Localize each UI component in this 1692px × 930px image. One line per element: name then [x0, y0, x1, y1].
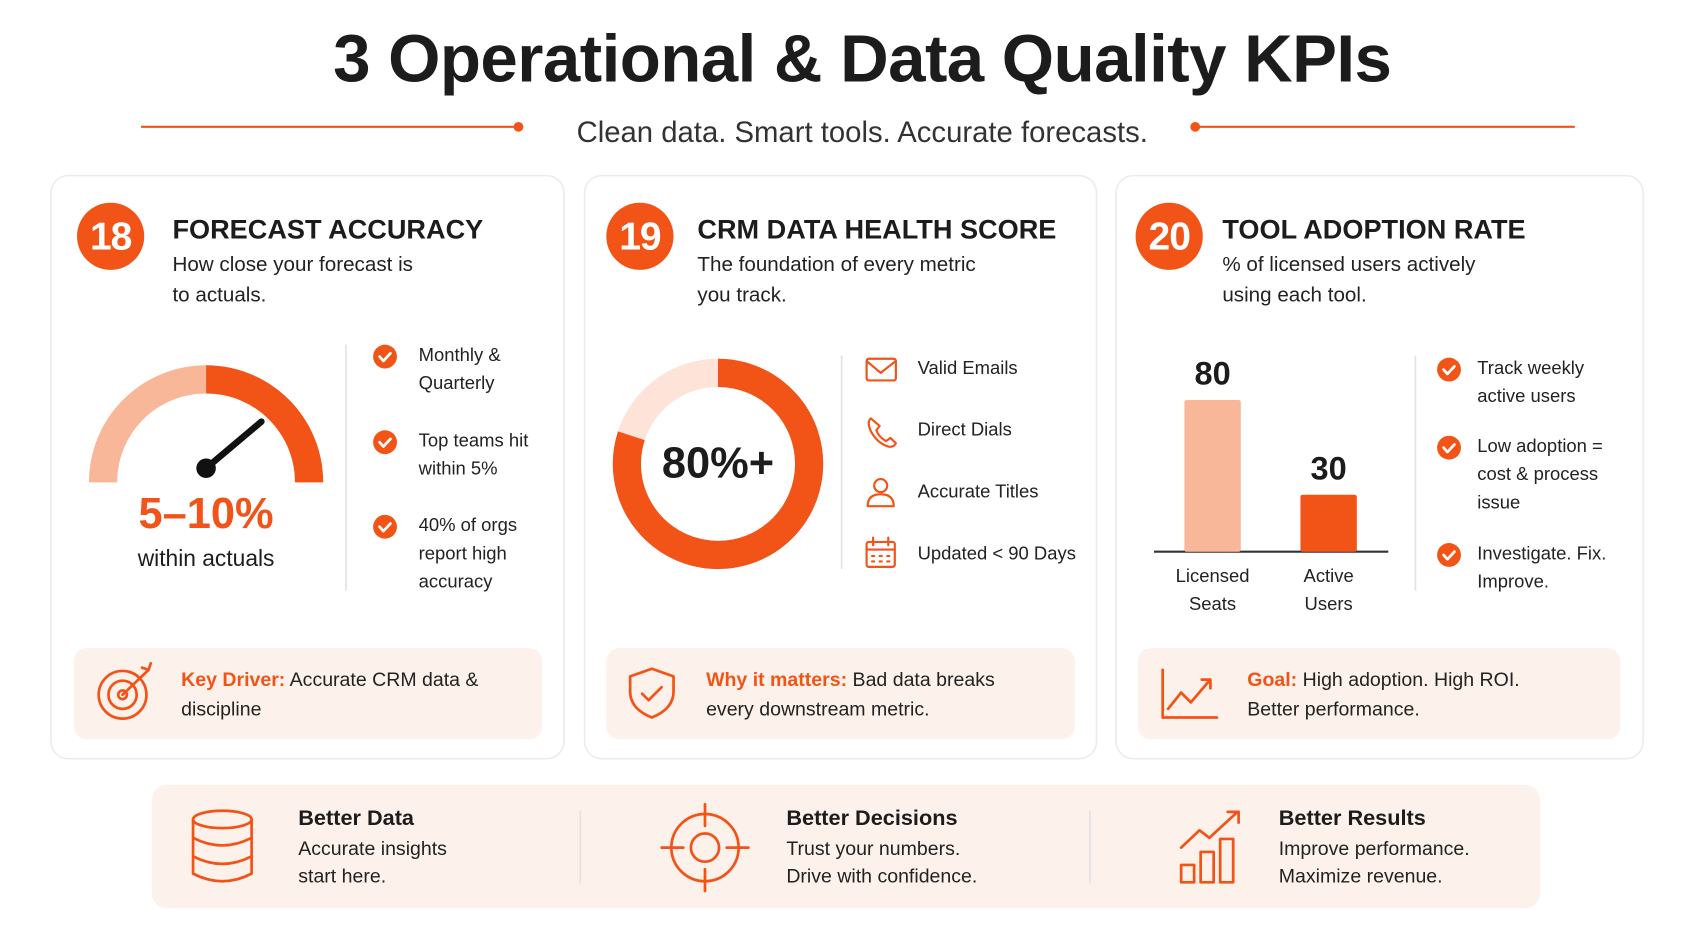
dot [1190, 121, 1201, 132]
card-title: FORECAST ACCURACY [172, 214, 484, 245]
point: Low adoption = cost & process issue [1477, 435, 1603, 513]
footer-title: Better Data [298, 806, 414, 831]
point: Valid Emails [917, 357, 1018, 379]
donut-arc [612, 358, 824, 570]
bar [1300, 494, 1357, 552]
check-icon [373, 514, 397, 539]
point: Accurate Titles [917, 481, 1039, 502]
bar [1184, 399, 1241, 552]
email-icon [865, 357, 897, 382]
footer-text: Accurate insights start here. [298, 837, 447, 887]
gauge-high [206, 365, 324, 483]
callout-label: Why it matters: [706, 668, 848, 691]
callout-text: Accurate CRM data & discipline [181, 668, 479, 720]
dot [513, 121, 524, 132]
card-description: % of licensed users actively using each … [1222, 253, 1476, 307]
check-mark [378, 522, 392, 533]
badge: 20 [1135, 202, 1203, 270]
donut-label: 80%+ [662, 440, 774, 488]
card-title: TOOL ADOPTION RATE [1222, 214, 1526, 245]
callout: Goal: High adoption. High ROI. Better pe… [1247, 666, 1551, 725]
check-mark [378, 351, 392, 363]
subtitle: Clean data. Smart tools. Accurate foreca… [576, 115, 1148, 149]
badge: 19 [606, 202, 674, 270]
point: Direct Dials [917, 419, 1012, 441]
bar-value-label: 30 [1311, 451, 1347, 487]
point: Top teams hit within 5% [418, 430, 529, 480]
callout-text: High adoption. High ROI. Better performa… [1247, 668, 1520, 720]
point: Monthly & Quarterly [418, 344, 501, 394]
metric-caption: within actuals [137, 546, 275, 572]
database-icon [191, 809, 253, 883]
results-icon [1179, 810, 1240, 884]
point: 40% of orgs report high accuracy [418, 514, 518, 592]
footer-text: Trust your numbers. Drive with confidenc… [786, 837, 978, 887]
callout-box [606, 648, 1075, 740]
point: Track weekly active users [1477, 357, 1585, 407]
check-mark [1442, 550, 1456, 561]
callout-box [1137, 648, 1621, 740]
category-label: Licensed Seats [1175, 565, 1250, 615]
check-icon [1437, 435, 1461, 460]
badge: 18 [77, 202, 145, 270]
card [1115, 174, 1644, 760]
bar-value-label: 80 [1194, 356, 1230, 392]
person-icon [866, 477, 895, 508]
check-mark [378, 437, 392, 448]
card-title: CRM DATA HEALTH SCORE [697, 214, 1057, 245]
callout: Key Driver: Accurate CRM data & discipli… [181, 666, 506, 725]
crosshair-icon [660, 802, 750, 893]
card-description: The foundation of every metric you track… [697, 253, 976, 307]
callout-text: Bad data breaks every downstream metric. [706, 668, 995, 720]
point: Investigate. Fix. Improve. [1477, 543, 1607, 592]
card-description: How close your forecast is to actuals. [172, 253, 413, 307]
callout-box [73, 648, 543, 740]
card [583, 174, 1098, 760]
footer-title: Better Decisions [786, 806, 958, 831]
shield-icon [628, 667, 675, 719]
needle-hub [196, 458, 216, 478]
gauge-low [88, 365, 207, 483]
check-icon [373, 430, 397, 455]
point: Updated < 90 Days [917, 543, 1076, 564]
check-mark [1442, 443, 1456, 454]
check-icon [1437, 543, 1461, 567]
phone-icon [867, 417, 897, 448]
check-icon [373, 344, 397, 369]
metric: 5–10% [138, 489, 274, 538]
footer-title: Better Results [1278, 806, 1426, 831]
title: 3 Operational & Data Quality KPIs [333, 21, 1392, 97]
target-icon [97, 661, 153, 720]
check-icon [1437, 357, 1461, 382]
callout-label: Goal: [1247, 668, 1298, 691]
growth-icon [1161, 668, 1219, 719]
calendar-icon [865, 536, 896, 568]
category-label: Active Users [1303, 565, 1354, 615]
callout-label: Key Driver: [181, 668, 286, 691]
footer-text: Improve performance. Maximize revenue. [1278, 837, 1470, 887]
needle [202, 418, 265, 472]
check-mark [1442, 365, 1456, 376]
callout: Why it matters: Bad data breaks every do… [706, 666, 1042, 725]
